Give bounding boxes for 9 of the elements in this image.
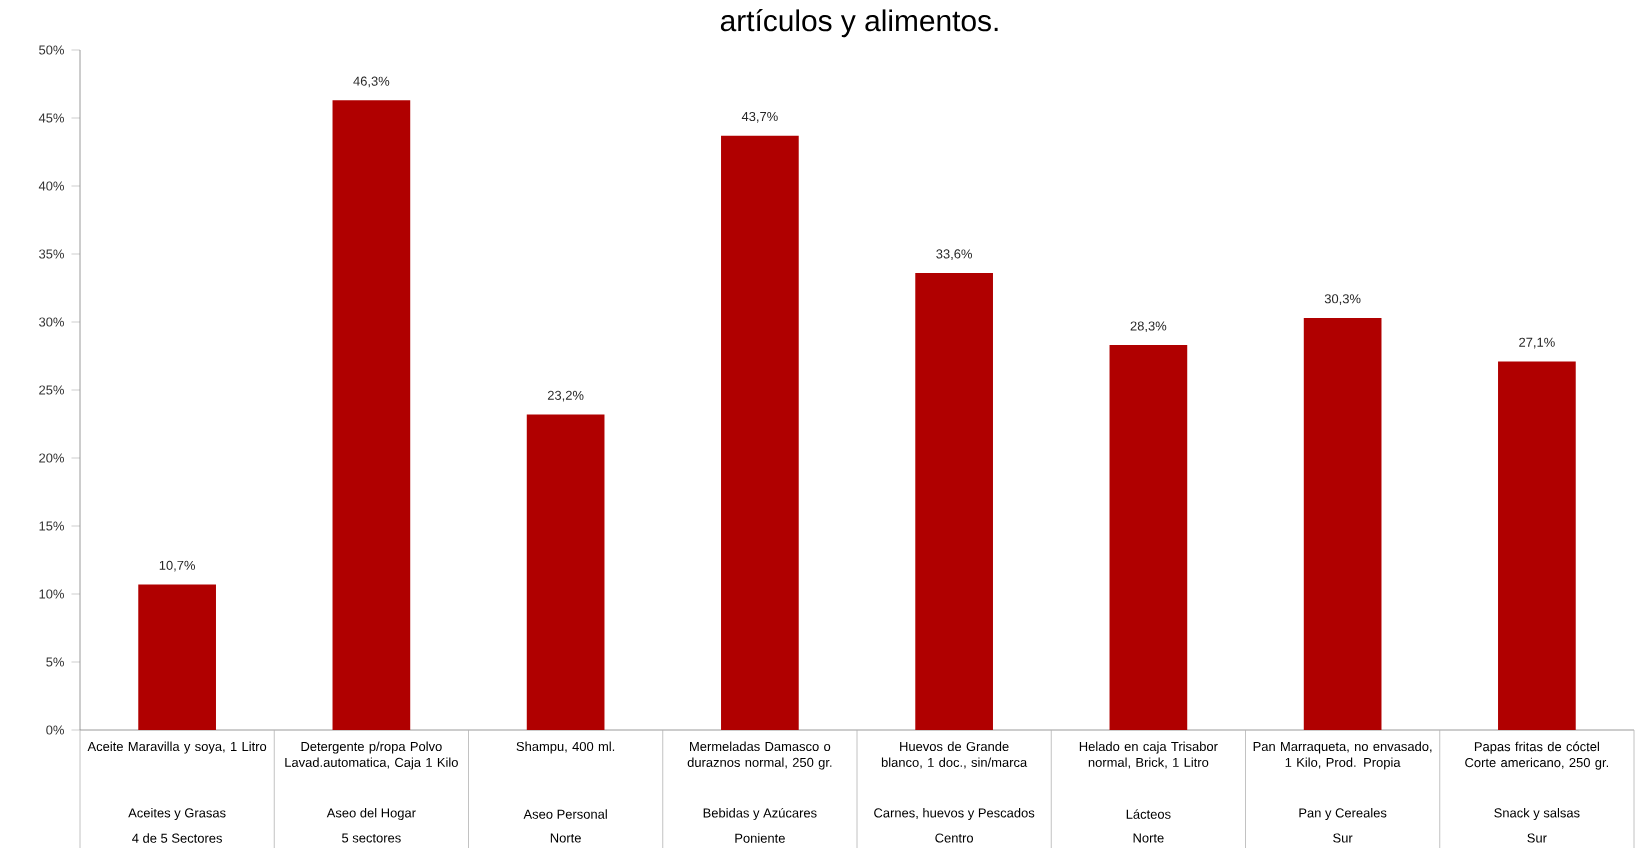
bar [138, 584, 216, 730]
bar [1109, 345, 1188, 730]
bar [1498, 361, 1576, 730]
bar [332, 100, 411, 730]
bar [526, 414, 605, 730]
bar [721, 135, 799, 730]
bar [915, 273, 993, 730]
bar [1303, 317, 1382, 730]
chart-title: artículos y alimentos. [720, 9, 998, 38]
